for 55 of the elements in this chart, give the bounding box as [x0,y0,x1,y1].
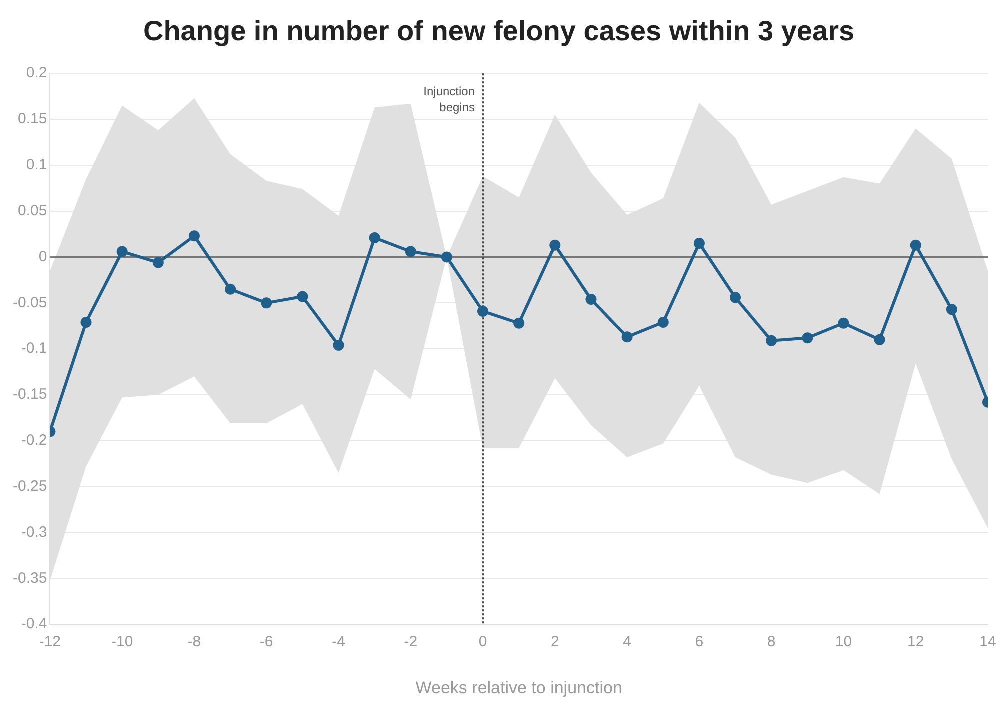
point [658,316,669,328]
point [766,335,778,346]
point [261,298,272,309]
y-tick-label: 0.1 [26,156,48,174]
point [441,252,452,263]
x-tick-label: 14 [980,634,996,651]
x-tick-label: -6 [260,634,274,651]
x-tick-label: 6 [695,634,704,651]
point [838,318,850,329]
y-tick-label: -0.25 [12,478,48,495]
point [80,316,92,328]
y-tick-label: -0.35 [12,570,48,587]
point [622,332,633,343]
x-tick-label: -12 [39,634,62,651]
x-tick-label: 12 [908,634,924,651]
x-axis-title: Weeks relative to injunction [416,678,622,698]
point [478,306,489,317]
ref-line-label: Injunction begins [424,84,476,115]
point [152,257,164,268]
y-tick-label: 0 [38,248,48,266]
point [405,246,416,258]
x-tick-label: 2 [550,634,560,651]
x-tick-label: 8 [767,634,776,651]
y-tick-label: -0.4 [21,616,48,633]
y-tick-label: 0.05 [18,202,48,220]
y-tick-label: -0.3 [21,524,48,541]
point [225,284,236,295]
y-tick-label: -0.1 [21,340,48,358]
point [586,294,597,306]
point [874,334,886,346]
point [910,240,922,251]
x-tick-label: 4 [623,634,632,651]
x-tick-label: -10 [111,634,134,651]
point [550,240,561,251]
y-tick-label: -0.2 [21,432,48,450]
y-tick-label: -0.05 [12,294,48,312]
x-tick-label: -2 [404,634,418,651]
point [333,340,344,351]
point [946,304,958,316]
y-tick-label: -0.15 [12,386,48,404]
x-tick-label: -8 [188,634,202,651]
point [514,318,525,329]
x-tick-label: 10 [835,634,852,651]
chart-title: Change in number of new felony cases within 3 years [143,16,855,47]
x-tick-label: -4 [332,634,346,651]
point [730,292,742,304]
y-tick-label: 0.15 [18,110,48,128]
point [694,238,705,249]
x-tick-label: 0 [478,634,488,651]
point [802,332,814,344]
point [188,230,200,242]
y-tick-label: 0.2 [26,64,48,82]
point [369,232,380,244]
point [297,291,308,302]
point [116,246,128,258]
